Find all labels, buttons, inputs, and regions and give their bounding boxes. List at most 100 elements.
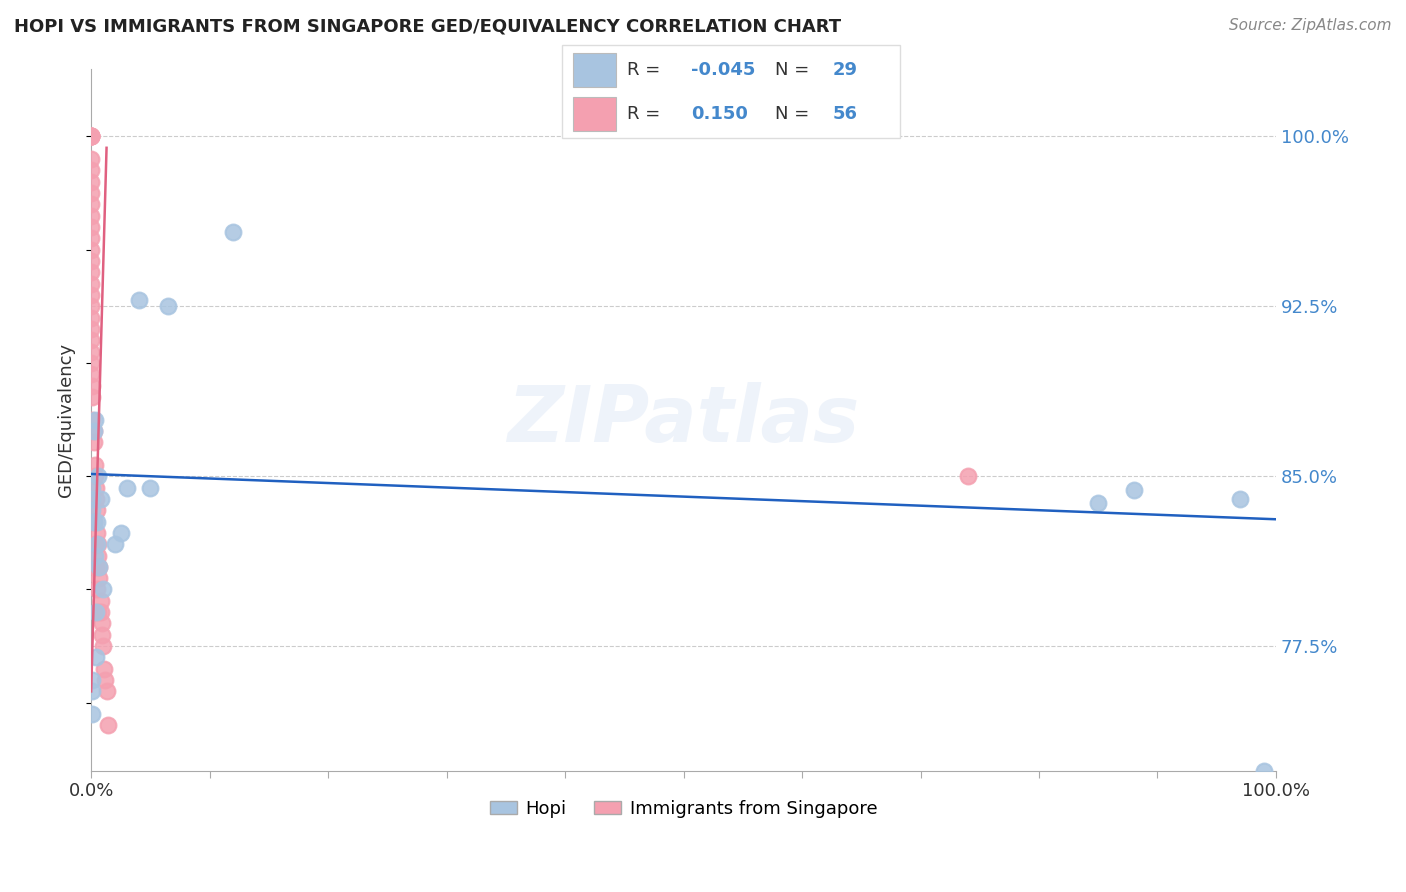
Point <box>91 639 114 653</box>
Point <box>90 605 112 619</box>
Text: 0.0%: 0.0% <box>69 782 114 800</box>
Point <box>1253 764 1275 778</box>
Point <box>87 469 110 483</box>
Point <box>82 684 104 698</box>
Point <box>1229 491 1251 506</box>
Text: Source: ZipAtlas.com: Source: ZipAtlas.com <box>1229 18 1392 33</box>
Point <box>80 310 103 325</box>
Point <box>86 537 108 551</box>
Point <box>80 129 103 144</box>
Point <box>80 175 103 189</box>
FancyBboxPatch shape <box>572 53 616 87</box>
Point <box>80 129 103 144</box>
Point <box>80 231 103 245</box>
Point <box>87 537 110 551</box>
Point <box>80 209 103 223</box>
Point <box>93 662 115 676</box>
Point <box>83 424 105 438</box>
Point <box>84 559 107 574</box>
Text: N =: N = <box>775 61 815 78</box>
Point <box>86 582 108 597</box>
Point <box>80 197 103 211</box>
Point <box>139 481 162 495</box>
Point <box>80 356 103 370</box>
Point <box>80 344 103 359</box>
Point <box>80 163 103 178</box>
Text: 56: 56 <box>832 105 858 123</box>
Point <box>86 515 108 529</box>
Point <box>83 515 105 529</box>
Point <box>82 378 104 392</box>
Point <box>80 299 103 313</box>
Point <box>128 293 150 307</box>
Point <box>83 435 105 450</box>
Point <box>90 491 112 506</box>
Point <box>83 458 105 472</box>
Point <box>80 129 103 144</box>
Point <box>97 718 120 732</box>
Point <box>157 299 180 313</box>
Text: -0.045: -0.045 <box>690 61 755 78</box>
Point <box>82 673 104 687</box>
Point <box>115 481 138 495</box>
Text: 0.150: 0.150 <box>690 105 748 123</box>
Point <box>89 559 111 574</box>
Text: 29: 29 <box>832 61 858 78</box>
Point <box>80 368 103 382</box>
Point <box>80 220 103 235</box>
Point <box>1122 483 1144 497</box>
Text: R =: R = <box>627 61 665 78</box>
Point <box>82 481 104 495</box>
Point <box>91 582 114 597</box>
Point <box>80 288 103 302</box>
Point <box>83 515 105 529</box>
Point <box>86 525 108 540</box>
Point <box>83 549 105 563</box>
Point <box>80 129 103 144</box>
Point <box>89 571 111 585</box>
Point <box>80 186 103 200</box>
Point <box>80 265 103 279</box>
Point <box>110 525 132 540</box>
FancyBboxPatch shape <box>572 97 616 131</box>
Point <box>82 491 104 506</box>
Point <box>87 549 110 563</box>
Point <box>82 707 104 722</box>
Point <box>222 225 245 239</box>
Point <box>104 537 127 551</box>
Point <box>84 491 107 506</box>
Point <box>80 254 103 268</box>
Point <box>84 605 107 619</box>
Point <box>83 424 105 438</box>
Point <box>90 594 112 608</box>
Text: HOPI VS IMMIGRANTS FROM SINGAPORE GED/EQUIVALENCY CORRELATION CHART: HOPI VS IMMIGRANTS FROM SINGAPORE GED/EQ… <box>14 18 841 36</box>
Text: R =: R = <box>627 105 665 123</box>
Point <box>96 684 118 698</box>
FancyBboxPatch shape <box>562 45 900 138</box>
Point <box>956 469 979 483</box>
Point <box>80 129 103 144</box>
Text: 100.0%: 100.0% <box>1241 782 1310 800</box>
Point <box>1087 496 1109 510</box>
Point <box>86 503 108 517</box>
Point <box>90 616 112 631</box>
Point <box>83 469 105 483</box>
Point <box>87 605 110 619</box>
Text: ZIPatlas: ZIPatlas <box>508 382 859 458</box>
Legend: Hopi, Immigrants from Singapore: Hopi, Immigrants from Singapore <box>482 792 884 825</box>
Point <box>84 481 107 495</box>
Point <box>80 243 103 257</box>
Y-axis label: GED/Equivalency: GED/Equivalency <box>58 343 75 497</box>
Point <box>89 559 111 574</box>
Point <box>82 503 104 517</box>
Point <box>82 412 104 426</box>
Point <box>83 412 105 426</box>
Point <box>82 491 104 506</box>
Point <box>94 673 117 687</box>
Point <box>80 152 103 166</box>
Text: N =: N = <box>775 105 815 123</box>
Point <box>84 650 107 665</box>
Point <box>90 628 112 642</box>
Point <box>80 277 103 291</box>
Point <box>80 334 103 348</box>
